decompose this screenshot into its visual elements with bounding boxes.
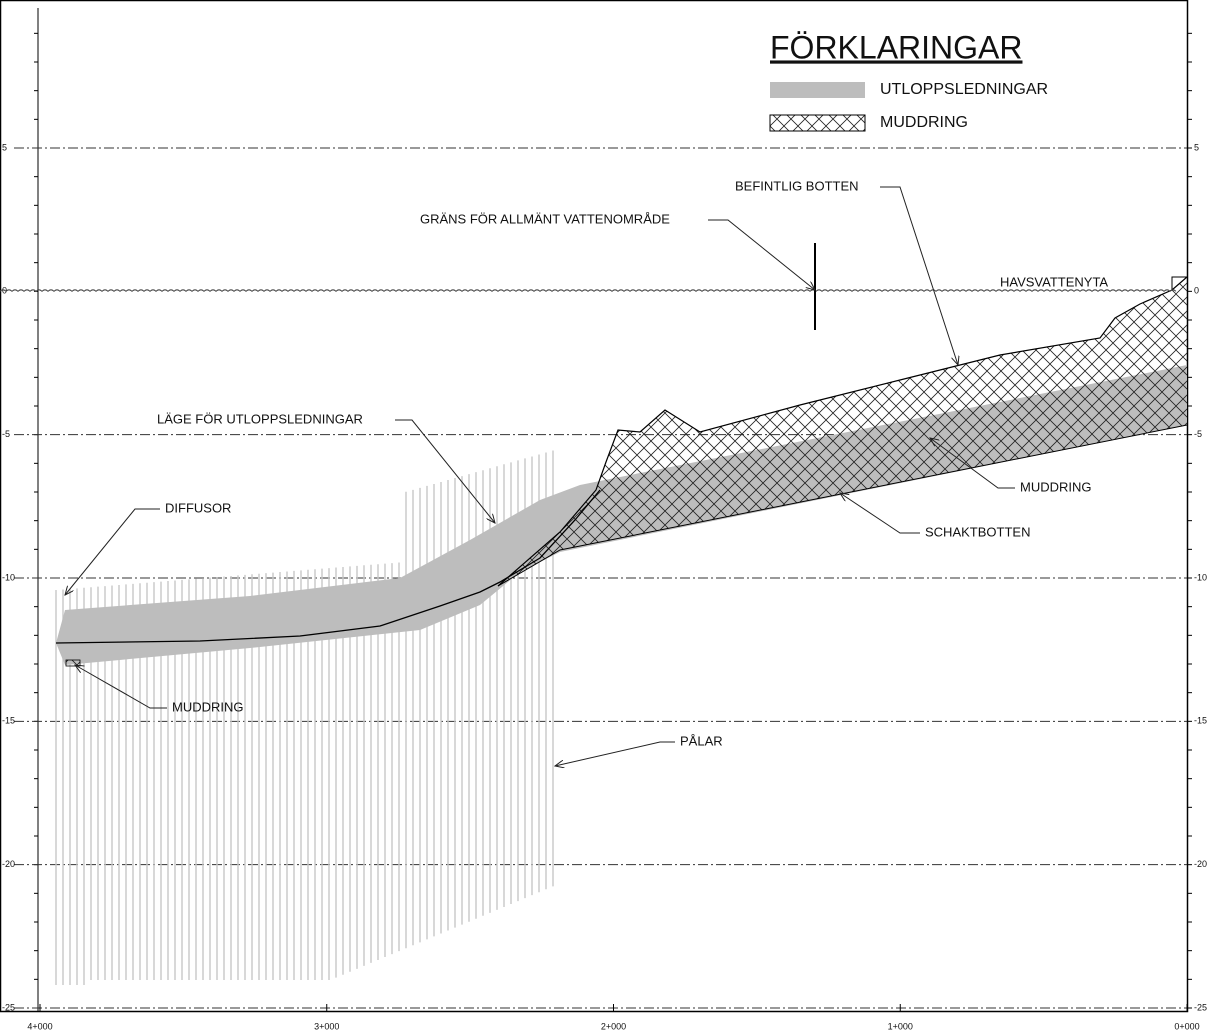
piles	[55, 450, 554, 985]
y-tick-label: -15	[2, 716, 15, 726]
dredging-area	[498, 277, 1187, 586]
y-tick-label: -20	[1194, 859, 1207, 869]
sea-surface	[0, 289, 1177, 293]
annotation: MUDDRING	[172, 699, 244, 714]
leader	[555, 741, 675, 766]
x-tick-label: 3+000	[314, 1021, 339, 1031]
leader	[708, 219, 815, 290]
y-tick-label: -15	[1194, 716, 1207, 726]
legend-swatch	[769, 114, 866, 132]
y-tick-label: -5	[2, 429, 10, 439]
annotation: DIFFUSOR	[165, 500, 231, 515]
annotation: BEFINTLIG BOTTEN	[735, 178, 859, 193]
dredge-top	[497, 276, 1188, 587]
y-tick-label: 5	[2, 142, 7, 152]
y-tick-label: 5	[1194, 142, 1199, 152]
diffusor-dredge	[65, 659, 81, 667]
x-tick-label: 4+000	[27, 1021, 52, 1031]
y-tick-label: 0	[1194, 286, 1199, 296]
y-tick-label: -25	[2, 1002, 15, 1012]
y-tick-label: -20	[2, 859, 15, 869]
grid: 5 50 0-5 -5-10 -10-15 -15-20 -20-25 -254+000 3+0…	[2, 8, 1207, 1031]
trench-bottom	[497, 424, 1188, 587]
annotation: MUDDRING	[1020, 479, 1092, 494]
existing-bottom	[55, 489, 601, 644]
y-tick-label: -25	[1194, 1002, 1207, 1012]
leader	[75, 665, 167, 709]
leader	[395, 419, 495, 523]
legend-label: UTLOPPSLEDNINGAR	[880, 81, 1048, 98]
y-tick-label: -5	[1194, 429, 1202, 439]
annotation: HAVSVATTENYTA	[1000, 274, 1108, 289]
annotation: GRÄNS FÖR ALLMÄNT VATTENOMRÅDE	[420, 211, 670, 226]
annotation: LÄGE FÖR UTLOPPSLEDNINGAR	[157, 411, 363, 426]
annotation: SCHAKTBOTTEN	[925, 524, 1030, 539]
x-tick-label: 2+000	[601, 1021, 626, 1031]
legend-title: FÖRKLARINGAR	[770, 29, 1022, 65]
shore-step	[1171, 276, 1187, 290]
legend-swatch	[770, 82, 865, 98]
leader	[930, 438, 1015, 489]
x-tick-label: 1+000	[888, 1021, 913, 1031]
y-tick-label: -10	[1194, 572, 1207, 582]
leader	[65, 508, 160, 595]
legend-label: MUDDRING	[880, 114, 968, 131]
x-tick-label: 0+000	[1174, 1021, 1199, 1031]
leader	[880, 186, 958, 365]
y-tick-label: -10	[2, 572, 15, 582]
frame	[0, 0, 1189, 1013]
leader	[840, 493, 920, 534]
annotation: PÅLAR	[680, 733, 723, 748]
